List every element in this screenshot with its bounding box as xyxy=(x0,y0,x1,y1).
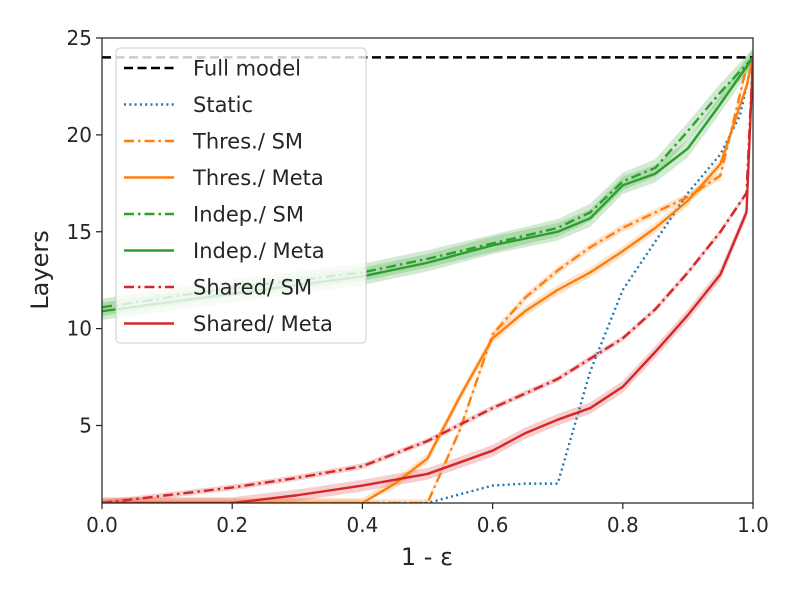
legend-label-shared-meta: Shared/ Meta xyxy=(193,312,333,336)
y-tick-label: 15 xyxy=(67,220,92,244)
legend-box xyxy=(115,47,367,344)
series-line-thres-sm xyxy=(102,56,753,503)
x-axis-label: 1 - ε xyxy=(401,543,453,571)
x-tick-label: 1.0 xyxy=(737,513,769,537)
x-tick-label: 0.8 xyxy=(607,513,639,537)
series-line-thres-meta xyxy=(102,57,753,503)
series-line-shared-meta xyxy=(102,57,753,503)
legend-label-thres-sm: Thres./ SM xyxy=(192,130,303,154)
y-tick-label: 25 xyxy=(67,26,92,50)
legend-label-shared-sm: Shared/ SM xyxy=(193,276,312,300)
x-tick-label: 0.6 xyxy=(477,513,509,537)
legend-label-full-model: Full model xyxy=(193,57,301,81)
y-tick-label: 10 xyxy=(67,317,92,341)
x-tick-label: 0.0 xyxy=(86,513,118,537)
legend-label-thres-meta: Thres./ Meta xyxy=(192,166,324,190)
y-tick-label: 20 xyxy=(67,123,92,147)
plot-frame xyxy=(101,37,754,504)
legend-label-indep-meta: Indep./ Meta xyxy=(193,239,325,263)
x-tick-label: 0.2 xyxy=(216,513,248,537)
y-tick-label: 5 xyxy=(79,414,92,438)
x-tick-label: 0.4 xyxy=(346,513,378,537)
y-axis-label: Layers xyxy=(26,230,54,309)
legend-label-indep-sm: Indep./ SM xyxy=(193,203,304,227)
y-axis-ticks: 5 10 15 20 25 xyxy=(67,26,102,438)
legend-label-static: Static xyxy=(193,93,253,117)
legend: Full model Static Thres./ SM Thres./ Meta In… xyxy=(115,47,367,344)
x-axis-ticks: 0.0 0.2 0.4 0.6 0.8 1.0 xyxy=(86,503,769,537)
